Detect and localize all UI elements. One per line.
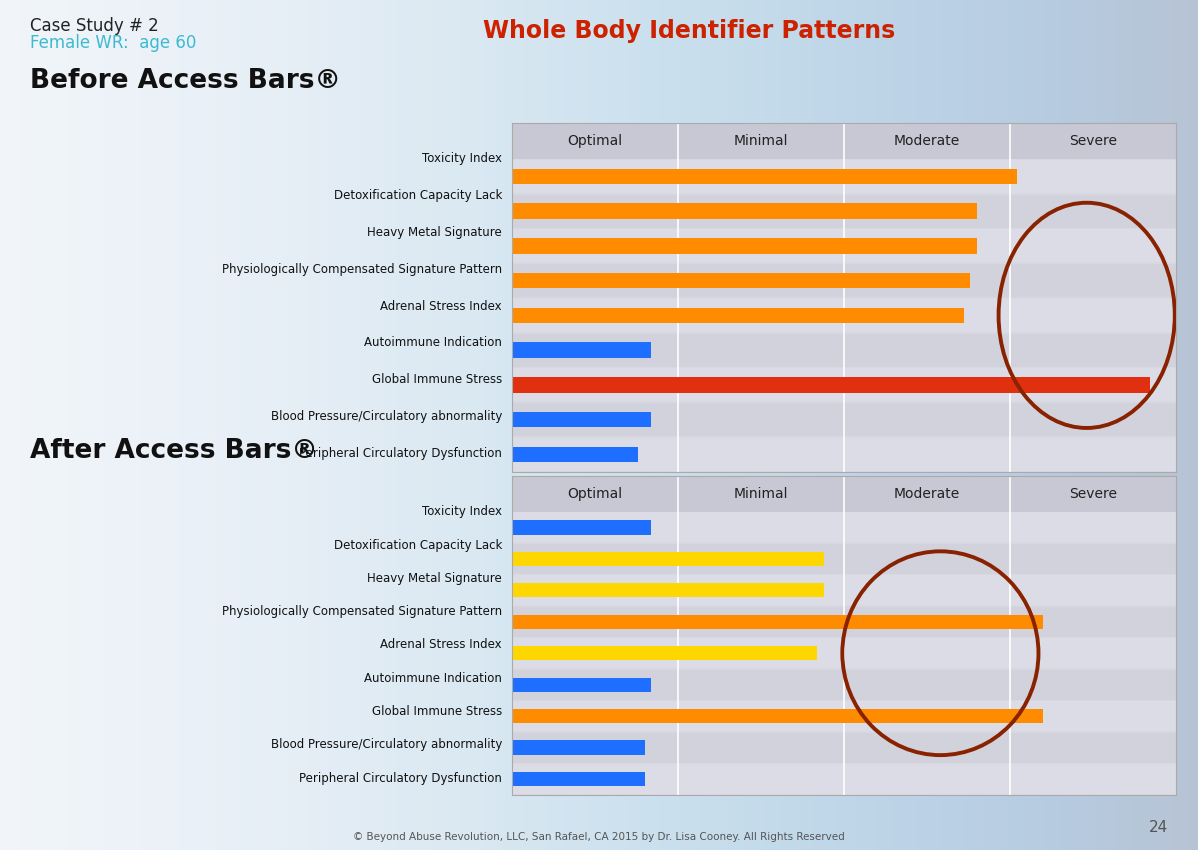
Bar	[512, 264, 1176, 298]
Text: Before Access Bars®: Before Access Bars®	[30, 68, 340, 94]
Bar	[512, 238, 976, 253]
Bar	[512, 195, 1176, 228]
Text: Minimal: Minimal	[733, 134, 788, 148]
Bar	[512, 299, 1176, 332]
Bar	[512, 740, 645, 755]
Text: Heavy Metal Signature: Heavy Metal Signature	[368, 226, 502, 239]
Text: Toxicity Index: Toxicity Index	[422, 505, 502, 518]
Bar	[512, 677, 652, 692]
Bar	[512, 575, 1176, 605]
Bar	[512, 772, 645, 786]
Text: Optimal: Optimal	[567, 134, 622, 148]
Text: Severe: Severe	[1070, 134, 1118, 148]
Text: Moderate: Moderate	[894, 487, 961, 501]
Bar	[512, 552, 824, 566]
Text: Detoxification Capacity Lack: Detoxification Capacity Lack	[333, 190, 502, 202]
Text: Minimal: Minimal	[733, 487, 788, 501]
Bar	[512, 520, 652, 535]
Bar	[512, 607, 1176, 637]
Bar	[512, 230, 1176, 263]
Bar	[512, 333, 1176, 366]
Bar	[512, 764, 1176, 794]
Bar	[512, 438, 1176, 471]
Text: Whole Body Identifier Patterns: Whole Body Identifier Patterns	[483, 19, 895, 42]
Bar	[512, 701, 1176, 731]
Text: Autoimmune Indication: Autoimmune Indication	[364, 672, 502, 685]
Bar	[512, 670, 1176, 700]
Bar	[512, 403, 1176, 436]
Bar	[512, 733, 1176, 762]
Text: Peripheral Circulatory Dysfunction: Peripheral Circulatory Dysfunction	[300, 447, 502, 460]
Bar	[512, 583, 824, 598]
Text: Blood Pressure/Circulatory abnormality: Blood Pressure/Circulatory abnormality	[271, 739, 502, 751]
Text: Case Study # 2: Case Study # 2	[30, 17, 158, 35]
Bar	[512, 273, 970, 288]
Bar	[512, 160, 1176, 193]
Bar	[512, 411, 652, 428]
Text: Autoimmune Indication: Autoimmune Indication	[364, 337, 502, 349]
Bar	[512, 377, 1150, 393]
Text: Blood Pressure/Circulatory abnormality: Blood Pressure/Circulatory abnormality	[271, 410, 502, 423]
Bar	[512, 343, 652, 358]
Text: © Beyond Abuse Revolution, LLC, San Rafael, CA 2015 by Dr. Lisa Cooney. All Righ: © Beyond Abuse Revolution, LLC, San Rafa…	[353, 831, 845, 842]
Text: Physiologically Compensated Signature Pattern: Physiologically Compensated Signature Pa…	[222, 605, 502, 618]
Text: Physiologically Compensated Signature Pattern: Physiologically Compensated Signature Pa…	[222, 263, 502, 276]
Text: Peripheral Circulatory Dysfunction: Peripheral Circulatory Dysfunction	[300, 772, 502, 785]
Text: Adrenal Stress Index: Adrenal Stress Index	[380, 300, 502, 313]
Bar	[512, 308, 963, 323]
Bar	[512, 544, 1176, 574]
Text: Detoxification Capacity Lack: Detoxification Capacity Lack	[333, 539, 502, 552]
Bar	[512, 368, 1176, 401]
Bar	[512, 203, 976, 219]
Bar	[512, 446, 637, 462]
Text: Moderate: Moderate	[894, 134, 961, 148]
Text: Severe: Severe	[1070, 487, 1118, 501]
Text: Heavy Metal Signature: Heavy Metal Signature	[368, 572, 502, 585]
Bar	[512, 646, 817, 660]
Text: After Access Bars®: After Access Bars®	[30, 438, 317, 464]
Text: Adrenal Stress Index: Adrenal Stress Index	[380, 638, 502, 651]
Text: Toxicity Index: Toxicity Index	[422, 152, 502, 166]
Bar	[512, 513, 1176, 542]
Bar	[512, 709, 1043, 723]
Bar	[512, 638, 1176, 668]
Text: Female WR:  age 60: Female WR: age 60	[30, 34, 196, 52]
Bar	[512, 615, 1043, 629]
Text: 24: 24	[1149, 819, 1168, 835]
Bar	[512, 168, 1017, 184]
Text: Global Immune Stress: Global Immune Stress	[371, 373, 502, 386]
Text: Optimal: Optimal	[567, 487, 622, 501]
Text: Global Immune Stress: Global Immune Stress	[371, 705, 502, 718]
